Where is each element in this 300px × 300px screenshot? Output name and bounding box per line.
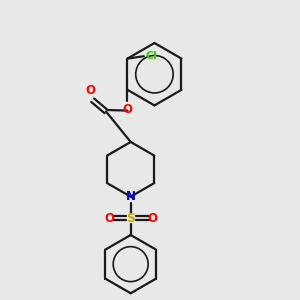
Text: Cl: Cl [145, 51, 157, 61]
Text: O: O [104, 212, 114, 225]
Text: O: O [147, 212, 158, 225]
Text: N: N [126, 190, 136, 203]
Text: O: O [85, 84, 95, 97]
Text: S: S [126, 212, 135, 225]
Text: O: O [122, 103, 132, 116]
